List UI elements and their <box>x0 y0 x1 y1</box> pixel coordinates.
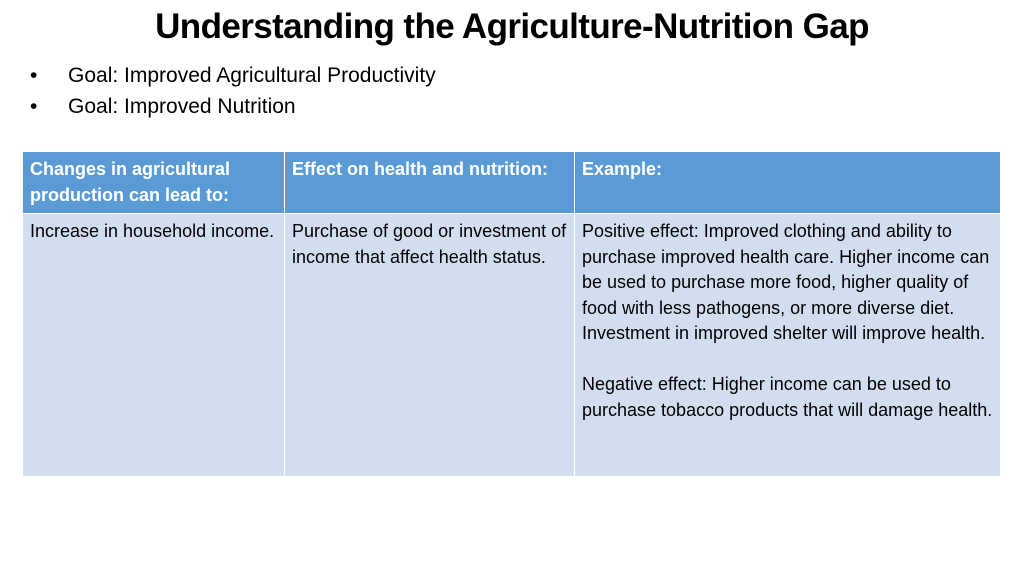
header-changes: Changes in agricultural production can l… <box>22 151 285 214</box>
gap-table-container: Changes in agricultural production can l… <box>22 151 1001 477</box>
bullet-item: • Goal: Improved Agricultural Productivi… <box>26 60 436 91</box>
bullet-item: • Goal: Improved Nutrition <box>26 91 436 122</box>
cell-example: Positive effect: Improved clothing and a… <box>574 213 1001 477</box>
gap-table: Changes in agricultural production can l… <box>22 151 1001 477</box>
header-effect: Effect on health and nutrition: <box>284 151 575 214</box>
cell-effect: Purchase of good or investment of income… <box>284 213 575 477</box>
bullet-text: Goal: Improved Nutrition <box>68 95 296 118</box>
example-positive: Positive effect: Improved clothing and a… <box>582 221 990 343</box>
bullet-dot-icon: • <box>30 64 38 87</box>
slide-title: Understanding the Agriculture-Nutrition … <box>155 7 869 46</box>
example-negative: Negative effect: Higher income can be us… <box>582 374 993 420</box>
header-example: Example: <box>574 151 1001 214</box>
bullet-dot-icon: • <box>30 95 38 118</box>
table-row: Increase in household income. Purchase o… <box>22 213 1001 477</box>
goal-bullet-list: • Goal: Improved Agricultural Productivi… <box>26 60 436 122</box>
bullet-text: Goal: Improved Agricultural Productivity <box>68 64 436 87</box>
table-header-row: Changes in agricultural production can l… <box>22 151 1001 214</box>
cell-change: Increase in household income. <box>22 213 285 477</box>
